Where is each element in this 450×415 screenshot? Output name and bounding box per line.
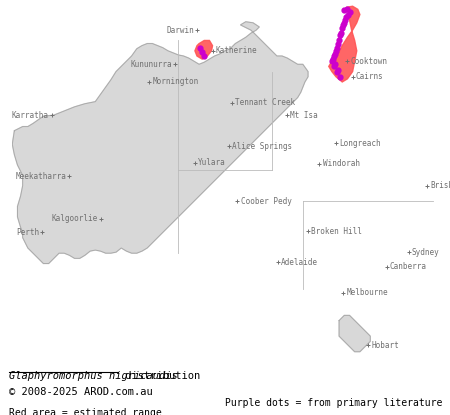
Text: Kalgoorlie: Kalgoorlie — [51, 215, 97, 223]
Text: Canberra: Canberra — [390, 262, 427, 271]
Text: Glaphyromorphus nigricaudis: Glaphyromorphus nigricaudis — [9, 371, 178, 381]
Text: Cooktown: Cooktown — [351, 57, 387, 66]
Polygon shape — [329, 6, 360, 82]
Text: Karratha: Karratha — [12, 111, 49, 120]
Text: Perth: Perth — [16, 228, 39, 237]
Text: Yulara: Yulara — [198, 159, 226, 167]
Text: Melbourne: Melbourne — [346, 288, 388, 297]
Text: Meekatharra: Meekatharra — [15, 172, 66, 181]
Text: Tennant Creek: Tennant Creek — [235, 98, 296, 107]
Polygon shape — [195, 40, 212, 59]
Text: Alice Springs: Alice Springs — [232, 142, 292, 151]
Polygon shape — [339, 315, 370, 352]
Polygon shape — [12, 22, 308, 264]
Text: Brisbane: Brisbane — [431, 181, 450, 190]
Text: Mornington: Mornington — [153, 78, 198, 86]
Text: Longreach: Longreach — [339, 139, 381, 148]
Text: distribution: distribution — [119, 371, 201, 381]
Text: Sydney: Sydney — [412, 248, 440, 256]
Text: Red area = estimated range: Red area = estimated range — [9, 408, 162, 415]
Text: Broken Hill: Broken Hill — [311, 227, 362, 236]
Text: Coober Pedy: Coober Pedy — [241, 197, 292, 206]
Text: Cairns: Cairns — [356, 72, 383, 81]
Text: Adelaide: Adelaide — [281, 258, 318, 267]
Text: © 2008-2025 AROD.com.au: © 2008-2025 AROD.com.au — [9, 387, 153, 397]
Text: Kununurra: Kununurra — [130, 60, 172, 69]
Text: Hobart: Hobart — [371, 341, 399, 350]
Text: Katherine: Katherine — [216, 46, 257, 55]
Text: Darwin: Darwin — [166, 26, 194, 34]
Text: Mt Isa: Mt Isa — [290, 111, 318, 120]
Text: Windorah: Windorah — [323, 159, 360, 168]
Text: Purple dots = from primary literature: Purple dots = from primary literature — [225, 398, 442, 408]
